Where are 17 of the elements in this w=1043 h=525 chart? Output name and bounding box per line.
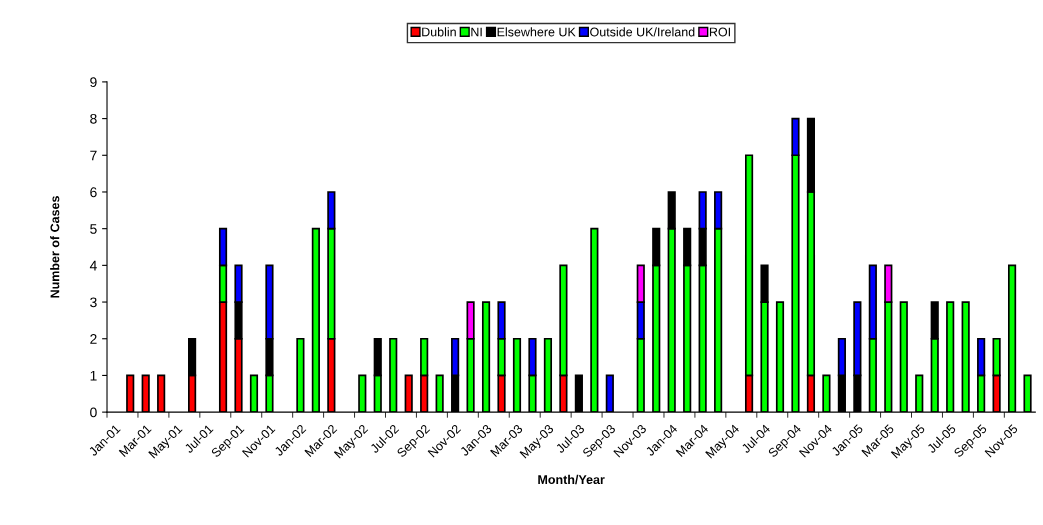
y-tick-label: 0 [90,407,97,418]
legend-label: ROI [709,27,730,37]
y-tick-label: 5 [90,224,97,234]
y-tick-label: 2 [90,334,97,344]
legend-label: Outside UK/Ireland [590,27,695,37]
legend-label: NI [471,27,482,37]
y-tick-label: 8 [90,113,97,124]
y-tick-label: 9 [90,77,97,88]
legend-label: Dublin [422,27,456,37]
y-tick-label: 7 [90,150,97,161]
y-tick-label: 3 [90,297,97,308]
y-tick-label: 1 [90,370,97,381]
y-tick-label: 6 [90,187,97,198]
x-axis-title: Month/Year [538,474,605,485]
legend-label: Elsewhere UK [497,27,576,37]
y-axis-title: Number of Cases [50,196,60,298]
y-tick-label: 4 [89,260,97,271]
